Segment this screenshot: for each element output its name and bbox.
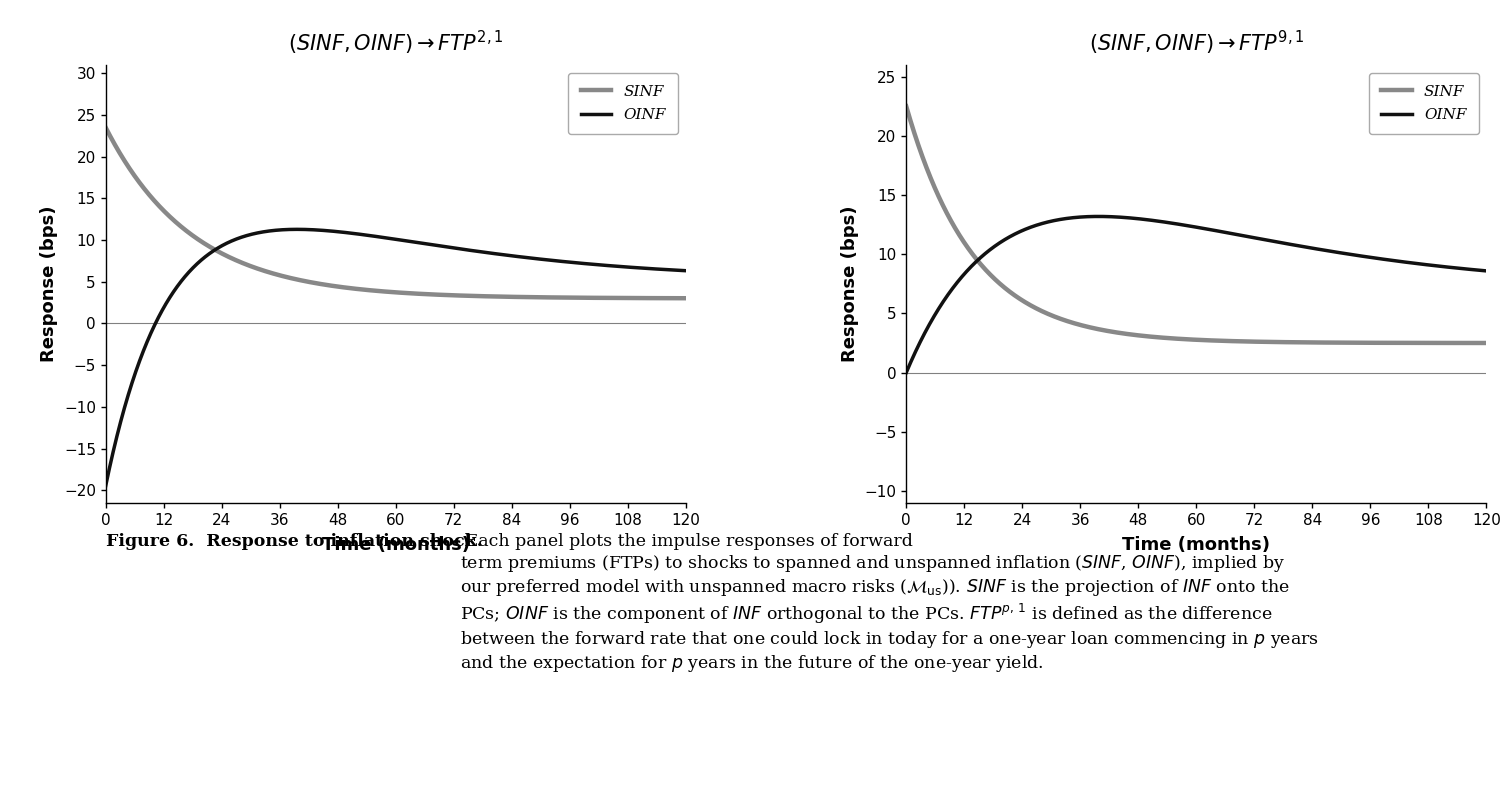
Y-axis label: Response (bps): Response (bps) <box>41 206 59 362</box>
Line: SINF: SINF <box>106 127 685 298</box>
SINF <box>127 172 145 182</box>
Title: $(SINF, OINF) \rightarrow FTP^{9,1}$: $(SINF, OINF) \rightarrow FTP^{9,1}$ <box>1088 28 1304 57</box>
SINF <box>1461 338 1479 348</box>
OINF <box>97 481 115 491</box>
Title: $(SINF, OINF) \rightarrow FTP^{2,1}$: $(SINF, OINF) \rightarrow FTP^{2,1}$ <box>288 28 504 57</box>
OINF <box>927 308 945 318</box>
Line: SINF: SINF <box>907 106 1486 343</box>
X-axis label: Time (months): Time (months) <box>321 536 469 554</box>
OINF <box>127 368 145 378</box>
X-axis label: Time (months): Time (months) <box>1123 536 1271 554</box>
SINF <box>554 293 572 303</box>
SINF <box>1354 338 1372 348</box>
OINF <box>659 265 678 275</box>
SINF <box>927 185 945 195</box>
Legend: SINF, OINF: SINF, OINF <box>569 72 678 134</box>
SINF <box>676 294 694 303</box>
OINF <box>1163 218 1182 228</box>
OINF <box>659 265 678 275</box>
SINF <box>379 287 397 297</box>
OINF <box>1089 212 1108 221</box>
OINF <box>898 367 916 377</box>
OINF <box>676 266 694 276</box>
OINF <box>1461 264 1479 274</box>
Legend: SINF, OINF: SINF, OINF <box>1369 72 1479 134</box>
OINF <box>364 231 382 241</box>
SINF <box>1477 338 1495 348</box>
OINF <box>1180 221 1198 230</box>
SINF <box>659 294 678 303</box>
OINF <box>554 256 572 266</box>
SINF <box>898 101 916 111</box>
SINF <box>364 285 382 295</box>
OINF <box>288 225 306 234</box>
SINF <box>1461 338 1479 348</box>
OINF <box>379 234 397 243</box>
Line: OINF: OINF <box>907 217 1486 372</box>
Text: Each panel plots the impulse responses of forward
term premiums (FTPs) to shocks: Each panel plots the impulse responses o… <box>460 533 1319 674</box>
SINF <box>97 122 115 132</box>
SINF <box>659 294 678 303</box>
OINF <box>1354 251 1372 261</box>
OINF <box>1461 264 1479 274</box>
SINF <box>1179 334 1197 344</box>
SINF <box>1163 333 1182 343</box>
OINF <box>1477 266 1495 276</box>
Line: OINF: OINF <box>106 230 685 486</box>
Text: Figure 6.  Response to inflation shock.: Figure 6. Response to inflation shock. <box>106 533 483 550</box>
Y-axis label: Response (bps): Response (bps) <box>841 206 859 362</box>
